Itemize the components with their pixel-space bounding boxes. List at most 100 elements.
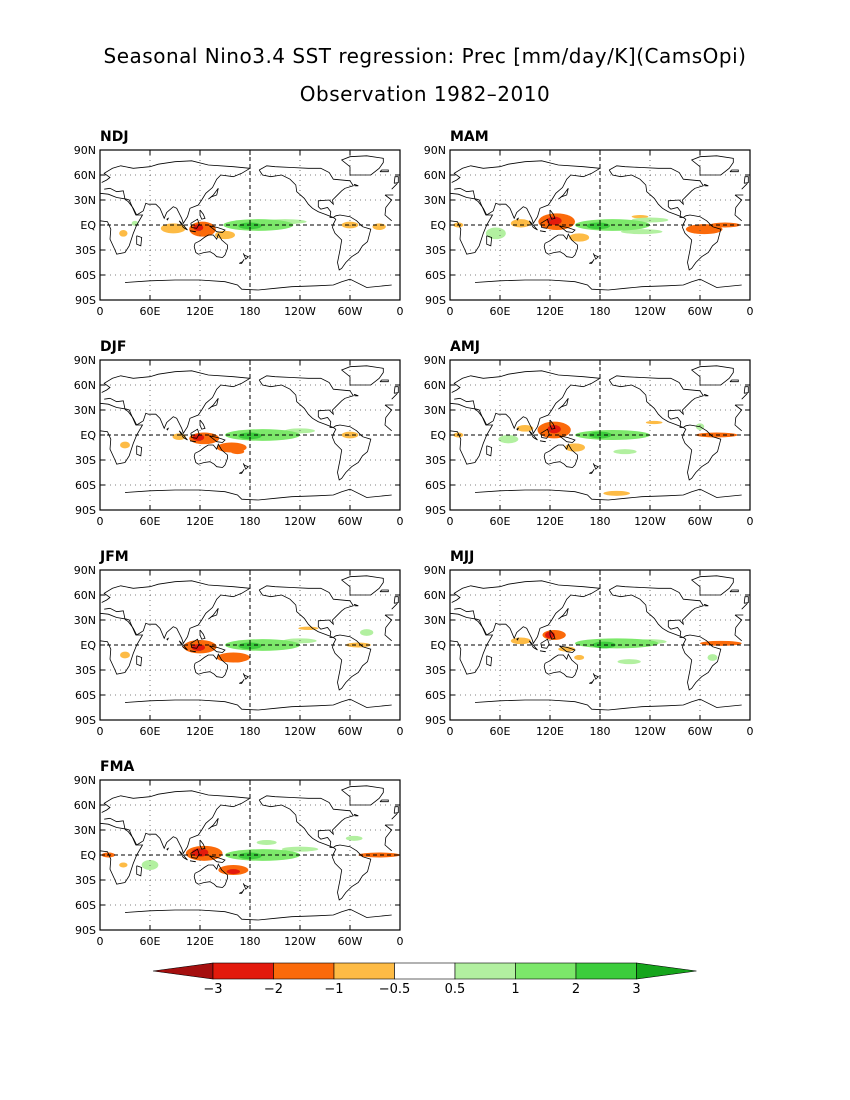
regression-contour xyxy=(658,853,700,858)
coastline xyxy=(729,169,739,173)
coastline xyxy=(743,386,749,394)
regression-contour xyxy=(798,435,818,443)
y-tick-label: EQ xyxy=(80,849,96,862)
coastline xyxy=(608,585,704,638)
x-tick-label: 60W xyxy=(688,305,713,318)
y-tick-label: 90N xyxy=(74,354,96,367)
coastline xyxy=(353,183,359,187)
y-tick-label: 30N xyxy=(424,404,446,417)
y-tick-label: 90S xyxy=(425,504,446,517)
regression-contour xyxy=(838,213,850,230)
regression-contour xyxy=(420,652,430,659)
x-tick-label: 60W xyxy=(688,515,713,528)
regression-contour xyxy=(256,840,277,845)
coastline xyxy=(178,220,188,231)
y-tick-label: 30S xyxy=(75,244,96,257)
coastline xyxy=(486,235,493,247)
y-tick-label: 60S xyxy=(75,479,96,492)
x-tick-label: 120W xyxy=(284,305,316,318)
coastline xyxy=(208,225,226,233)
coastline xyxy=(451,370,748,435)
coastline xyxy=(136,865,143,877)
coastline xyxy=(543,653,578,678)
colorbar-label: 3 xyxy=(632,982,640,997)
coastline xyxy=(340,155,384,176)
coastline xyxy=(539,650,546,653)
regression-contour xyxy=(193,224,204,231)
y-tick-label: 90N xyxy=(74,564,96,577)
regression-contour xyxy=(269,233,289,241)
colorbar-segment xyxy=(394,962,456,980)
coastline xyxy=(340,365,384,386)
coastline xyxy=(208,188,219,200)
coastline xyxy=(379,589,389,593)
y-tick-label: 90N xyxy=(424,144,446,157)
x-tick-label: 180 xyxy=(590,725,611,738)
x-tick-label: 120E xyxy=(186,725,214,738)
coastline xyxy=(486,445,493,457)
regression-contour xyxy=(419,863,427,868)
colorbar-segment xyxy=(454,962,516,980)
regression-contour xyxy=(586,222,610,230)
x-tick-label: 180 xyxy=(240,725,261,738)
coastline xyxy=(379,799,389,803)
regression-contour xyxy=(603,490,631,496)
regression-contour xyxy=(817,425,834,432)
x-tick-label: 0 xyxy=(747,515,754,528)
coastline xyxy=(690,155,734,176)
x-tick-label: 60W xyxy=(338,305,363,318)
coastline xyxy=(190,428,200,439)
x-tick-label: 0 xyxy=(747,725,754,738)
y-tick-label: 60S xyxy=(425,479,446,492)
coastline xyxy=(589,678,595,684)
panel-title: DJF xyxy=(100,339,126,355)
coastline xyxy=(189,860,196,863)
x-tick-label: 60W xyxy=(338,935,363,948)
coastline xyxy=(190,848,200,859)
regression-contour xyxy=(42,432,59,439)
coastline xyxy=(124,488,392,501)
regression-contour xyxy=(518,865,548,875)
coastline xyxy=(393,596,399,604)
regression-contour xyxy=(238,432,262,440)
regression-contour xyxy=(420,442,430,449)
regression-contour xyxy=(238,222,262,230)
x-tick-label: 0 xyxy=(447,515,454,528)
coastline xyxy=(393,386,399,394)
coastline xyxy=(690,575,734,596)
coastline xyxy=(242,463,250,470)
regression-contour xyxy=(598,627,618,630)
coastline xyxy=(549,419,556,430)
regression-contour xyxy=(318,659,341,664)
map-area xyxy=(269,150,850,300)
coastline xyxy=(124,278,392,291)
coastline xyxy=(199,629,206,640)
coastline xyxy=(608,375,704,428)
regression-contour xyxy=(811,219,831,227)
regression-contour xyxy=(419,230,427,237)
regression-contour xyxy=(119,862,128,868)
regression-contour xyxy=(498,435,519,444)
coastline xyxy=(451,160,748,225)
regression-contour xyxy=(243,630,266,640)
coastline xyxy=(239,888,245,894)
map-area xyxy=(100,780,700,930)
x-tick-label: 180 xyxy=(240,935,261,948)
map-area xyxy=(243,570,750,720)
coastline xyxy=(743,176,749,184)
colorbar-label: −1 xyxy=(324,982,343,997)
coastline xyxy=(332,634,372,691)
y-tick-label: 30N xyxy=(74,404,96,417)
y-tick-label: 60N xyxy=(74,589,96,602)
coastline xyxy=(242,673,250,680)
coastline xyxy=(528,430,538,441)
coastline xyxy=(450,192,744,255)
y-tick-label: 60N xyxy=(74,799,96,812)
regression-contour xyxy=(46,643,71,648)
regression-contour xyxy=(700,640,742,646)
colorbar-segment xyxy=(575,962,637,980)
